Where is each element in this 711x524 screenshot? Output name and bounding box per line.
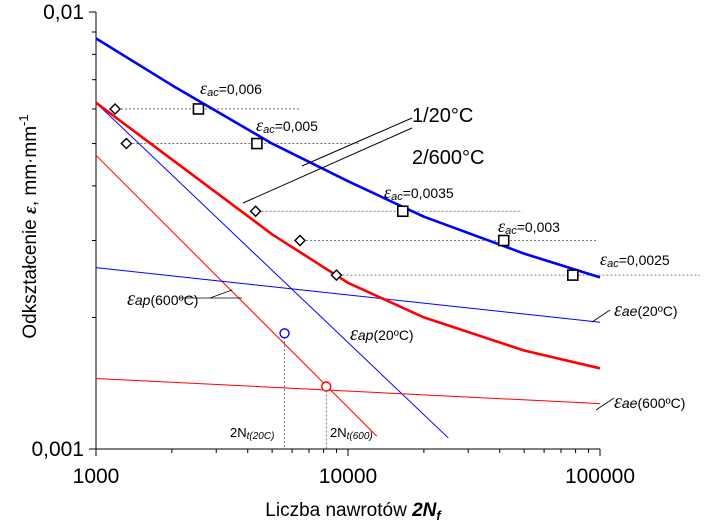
strain-amplitude-label: εac=0,0025 [600,249,670,270]
plastic-20c-label: εap(20ºC) [350,323,414,345]
data-point-600c [294,234,306,247]
plot-frame: 0,01 0,001 1000 10000 100000 Liczba nawrotów … [16,1,635,523]
epsilon-symbol: ε [200,78,208,98]
transition-label: 2Nt(600) [330,425,373,442]
x-axis-title-text: Liczba nawrotów [265,500,412,521]
epsilon-subscript: ap [358,327,374,343]
line-label-leader [591,309,611,323]
transition-label: 2Nt(20C) [230,425,274,442]
y-axis-title-unit: , mm·mm [20,126,41,206]
epsilon-value: =0,005 [275,118,318,134]
line-temperature: (600ºC) [150,292,198,308]
epsilon-subscript: ac [263,124,275,136]
transition-label-main: 2N [330,425,347,440]
y-axis-title-symbol: ε [20,206,41,214]
epsilon-subscript: ac [207,87,219,99]
data-point-20c [192,103,205,115]
data-point-600c [109,102,122,115]
epsilon-subscript: ac [391,191,403,203]
x-tick-label: 1000 [73,465,120,488]
epsilon-symbol: ε [614,299,622,321]
strain-component-line [95,267,601,323]
curve-label-20c: 1/20°C [412,105,473,127]
data-point-20c [497,234,510,247]
data-point-20c [567,269,579,281]
y-tick-label: 0,001 [31,438,84,461]
epsilon-value: =0,0035 [403,185,454,201]
y-axis-title: Odkształcenie ε, mm·mm-1 [16,114,41,338]
curve-label-600c: 2/600°C [412,147,485,169]
epsilon-symbol: ε [600,249,608,269]
data-point-600c [330,269,343,282]
transition-label-subscript: t(20C) [247,431,275,442]
epsilon-symbol: ε [127,288,135,310]
epsilon-value: =0,0025 [619,252,670,268]
y-axis-title-exponent: -1 [16,114,31,126]
curve-label-leader [242,127,413,204]
epsilon-symbol: ε [256,115,264,135]
plastic-600c-label: εap(600ºC) [127,288,198,310]
x-tick-label: 100000 [565,465,635,488]
epsilon-subscript: ac [607,258,619,270]
epsilon-subscript: ae [622,395,638,411]
line-temperature: (20ºC) [637,303,677,319]
line-temperature: (20ºC) [373,327,413,343]
epsilon-subscript: ap [135,292,151,308]
reference-lines [109,108,700,449]
data-point-600c [120,137,133,150]
epsilon-value: =0,003 [517,219,560,235]
transition-point [321,381,332,392]
epsilon-value: =0,006 [219,81,262,97]
curve-600c [95,101,601,370]
strain-amplitude-label: εac=0,0035 [384,182,454,203]
transition-label-main: 2N [230,425,247,440]
strain-amplitude-label: εac=0,006 [200,78,262,99]
epsilon-symbol: ε [384,182,392,202]
series-group [95,37,601,439]
markers-group [109,102,579,392]
labels-group: εac=0,006εac=0,005εac=0,0035εac=0,003εac… [127,78,685,442]
strain-amplitude-label: εac=0,003 [498,216,560,237]
x-axis-title-subscript: f [436,508,442,523]
curve-label-leader [301,117,413,167]
transition-label-subscript: t(600) [347,431,373,442]
line-label-leader [595,397,615,411]
strain-amplitude-label: εac=0,005 [256,115,318,136]
data-point-20c [397,205,409,218]
elastic-20c-label: εae(20ºC) [614,299,678,321]
epsilon-symbol: ε [350,323,358,345]
data-point-600c [249,205,262,218]
line-temperature: (600ºC) [637,395,685,411]
epsilon-symbol: ε [498,216,506,236]
epsilon-symbol: ε [614,391,622,413]
strain-component-line [95,377,601,405]
line-label-leader [209,289,233,299]
x-axis-title-symbol: 2N [411,500,438,521]
y-axis-title-text: Odkształcenie [20,214,41,339]
transition-point [279,328,290,339]
strain-component-line [95,102,449,439]
x-axis-title: Liczba nawrotów 2Nf [265,500,442,523]
curve-20c [95,37,601,279]
x-tick-label: 10000 [319,465,377,488]
y-tick-label: 0,01 [43,1,84,24]
epsilon-subscript: ae [622,303,638,319]
data-point-20c [251,137,263,150]
epsilon-subscript: ac [505,225,517,237]
elastic-600c-label: εae(600ºC) [614,391,685,413]
